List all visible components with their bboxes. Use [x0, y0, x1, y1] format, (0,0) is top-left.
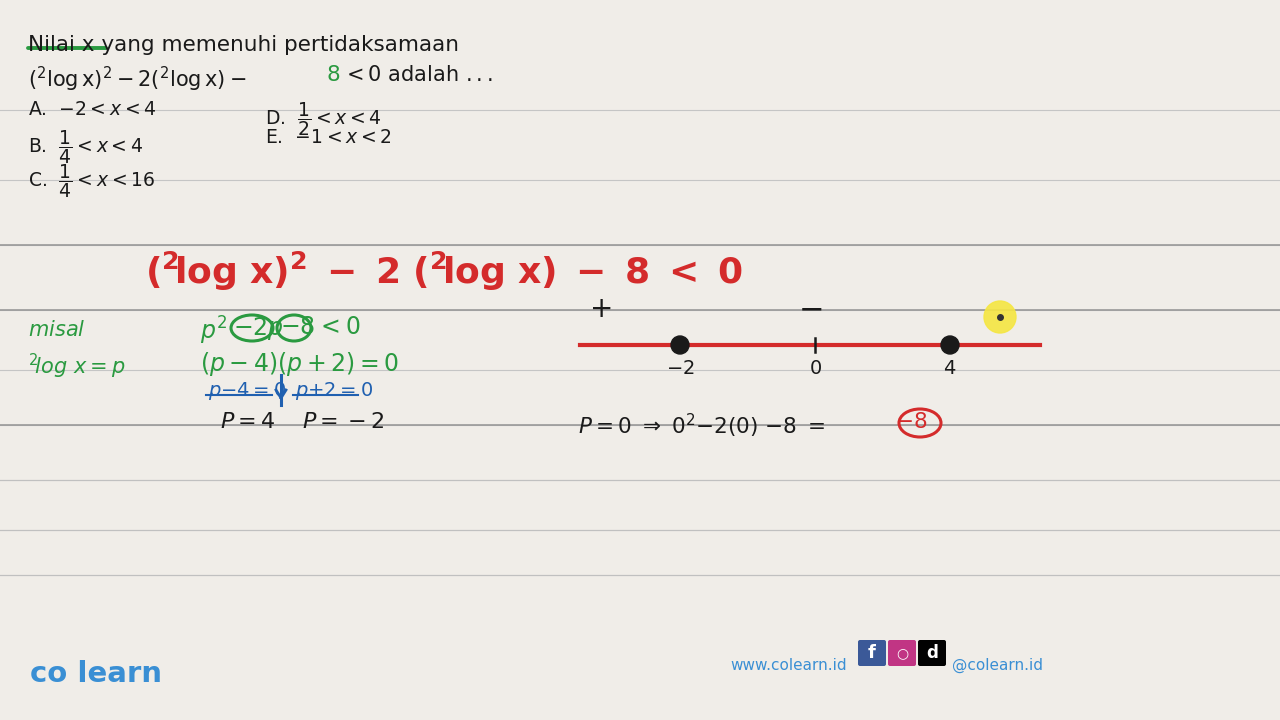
- Text: $-8$: $-8$: [280, 315, 315, 339]
- Text: $P = -2$: $P = -2$: [302, 412, 384, 432]
- Text: $\mathsf{(^2 \log x)^2 - 2(^2 \log x) -}$: $\mathsf{(^2 \log x)^2 - 2(^2 \log x) -}…: [28, 65, 246, 94]
- Text: C.  $\dfrac{1}{4} < x < 16$: C. $\dfrac{1}{4} < x < 16$: [28, 162, 155, 200]
- Text: $\mathsf{8}$: $\mathsf{8}$: [326, 65, 340, 85]
- Text: $< 0$: $< 0$: [316, 315, 361, 339]
- Text: ○: ○: [896, 646, 908, 660]
- Text: $p{-}4{=}0$: $p{-}4{=}0$: [207, 380, 287, 402]
- Circle shape: [984, 301, 1016, 333]
- Text: @colearn.id: @colearn.id: [952, 658, 1043, 673]
- Text: $(p-4)(p+2) = 0$: $(p-4)(p+2) = 0$: [200, 350, 399, 378]
- Text: f: f: [868, 644, 876, 662]
- Text: d: d: [925, 644, 938, 662]
- FancyBboxPatch shape: [858, 640, 886, 666]
- Text: $-8$: $-8$: [895, 412, 927, 432]
- Text: $p{+}2{=}0$: $p{+}2{=}0$: [294, 380, 372, 402]
- Text: $^2\!log\ x = p$: $^2\!log\ x = p$: [28, 352, 125, 381]
- Text: www.colearn.id: www.colearn.id: [730, 658, 846, 673]
- Text: $P = 4$: $P = 4$: [220, 412, 275, 432]
- Text: $P = 0\ \Rightarrow\ 0^2{-}2(0)\ {-}8\ =\ $: $P = 0\ \Rightarrow\ 0^2{-}2(0)\ {-}8\ =…: [579, 412, 826, 440]
- Text: $p^2$: $p^2$: [200, 315, 227, 347]
- Text: $-2p$: $-2p$: [233, 315, 284, 342]
- Text: $\mathbf{(^2\!log\ x)^2\ -\ 2\ (^2\!log\ x)\ -\ 8\ <\ 0}$: $\mathbf{(^2\!log\ x)^2\ -\ 2\ (^2\!log\…: [145, 250, 744, 293]
- Text: B.  $\dfrac{1}{4} < x < 4$: B. $\dfrac{1}{4} < x < 4$: [28, 128, 143, 166]
- Text: co learn: co learn: [29, 660, 163, 688]
- Circle shape: [941, 336, 959, 354]
- FancyBboxPatch shape: [888, 640, 916, 666]
- Text: Nilai x yang memenuhi pertidaksamaan: Nilai x yang memenuhi pertidaksamaan: [28, 35, 460, 55]
- Text: $0$: $0$: [809, 359, 822, 378]
- Text: $\mathit{misal}$: $\mathit{misal}$: [28, 320, 86, 340]
- Text: $+$: $+$: [589, 295, 611, 323]
- Circle shape: [671, 336, 689, 354]
- Text: $4$: $4$: [943, 359, 956, 378]
- Text: $-2$: $-2$: [666, 359, 694, 378]
- Text: E.  $-1 < x < 2$: E. $-1 < x < 2$: [265, 128, 392, 147]
- FancyBboxPatch shape: [918, 640, 946, 666]
- Text: $-$: $-$: [797, 294, 822, 323]
- Text: $\mathsf{< 0\ \text{adalah} \ ...}$: $\mathsf{< 0\ \text{adalah} \ ...}$: [342, 65, 493, 85]
- Text: D.  $\dfrac{1}{2} < x < 4$: D. $\dfrac{1}{2} < x < 4$: [265, 100, 381, 138]
- Text: A.  $-2 < x < 4$: A. $-2 < x < 4$: [28, 100, 156, 119]
